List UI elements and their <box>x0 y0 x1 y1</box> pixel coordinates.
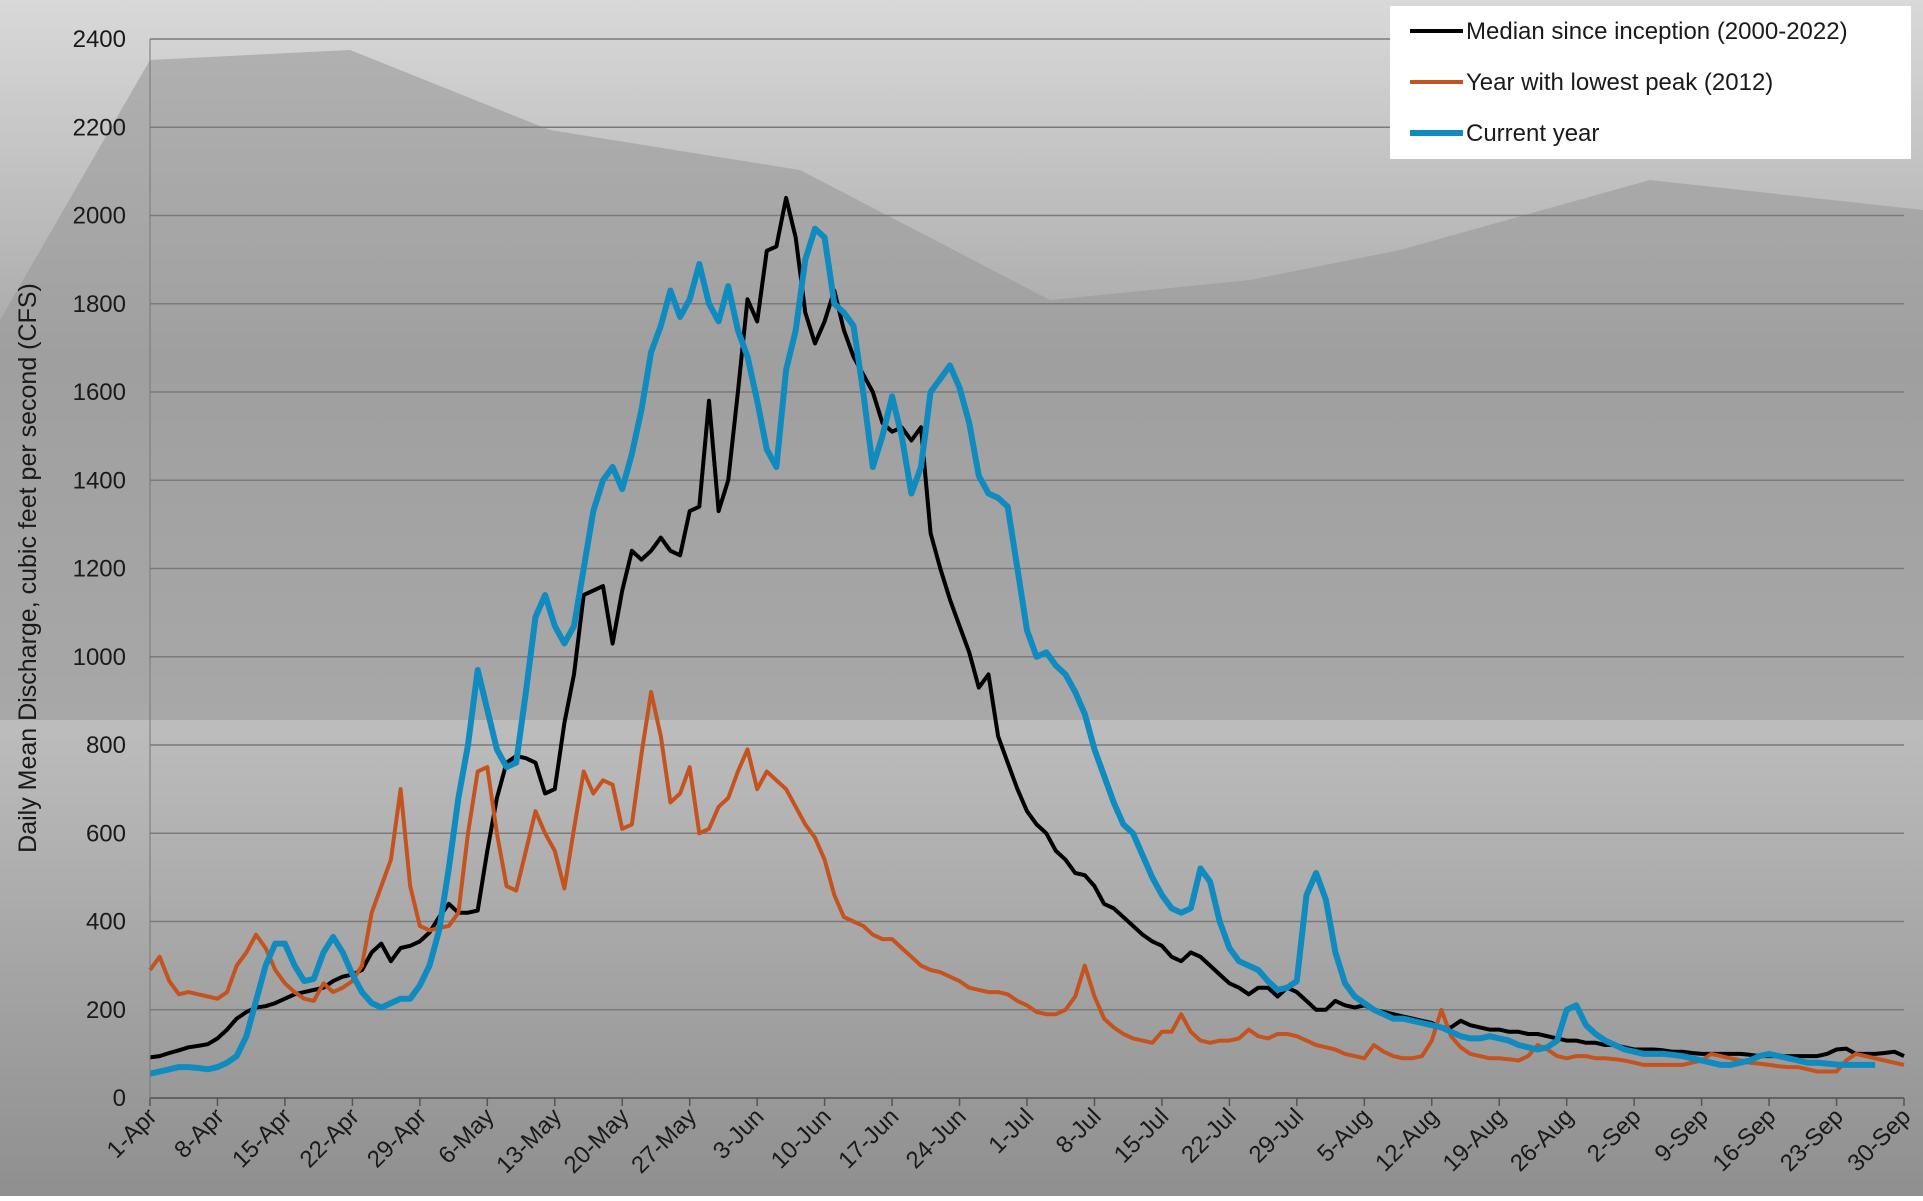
y-tick-label: 1800 <box>73 291 126 318</box>
y-tick-label: 200 <box>86 997 126 1024</box>
y-tick-label: 600 <box>86 820 126 847</box>
legend-label: Year with lowest peak (2012) <box>1466 69 1773 96</box>
y-tick-label: 1400 <box>73 467 126 494</box>
y-tick-label: 400 <box>86 909 126 936</box>
y-tick-label: 1600 <box>73 379 126 406</box>
y-tick-label: 0 <box>113 1085 126 1112</box>
chart: Daily Mean Discharge, cubic feet per sec… <box>0 0 1923 1196</box>
y-tick-label: 1000 <box>73 644 126 671</box>
y-axis-title: Daily Mean Discharge, cubic feet per sec… <box>14 283 42 853</box>
legend-label: Current year <box>1466 120 1599 147</box>
legend-label: Median since inception (2000-2022) <box>1466 18 1848 45</box>
y-tick-label: 1200 <box>73 556 126 583</box>
y-tick-label: 800 <box>86 732 126 759</box>
y-tick-label: 2400 <box>73 26 126 53</box>
y-tick-label: 2200 <box>73 114 126 141</box>
page: {"chart_data": {"type": "line", "y_label… <box>0 0 1923 1196</box>
y-tick-label: 2000 <box>73 203 126 230</box>
